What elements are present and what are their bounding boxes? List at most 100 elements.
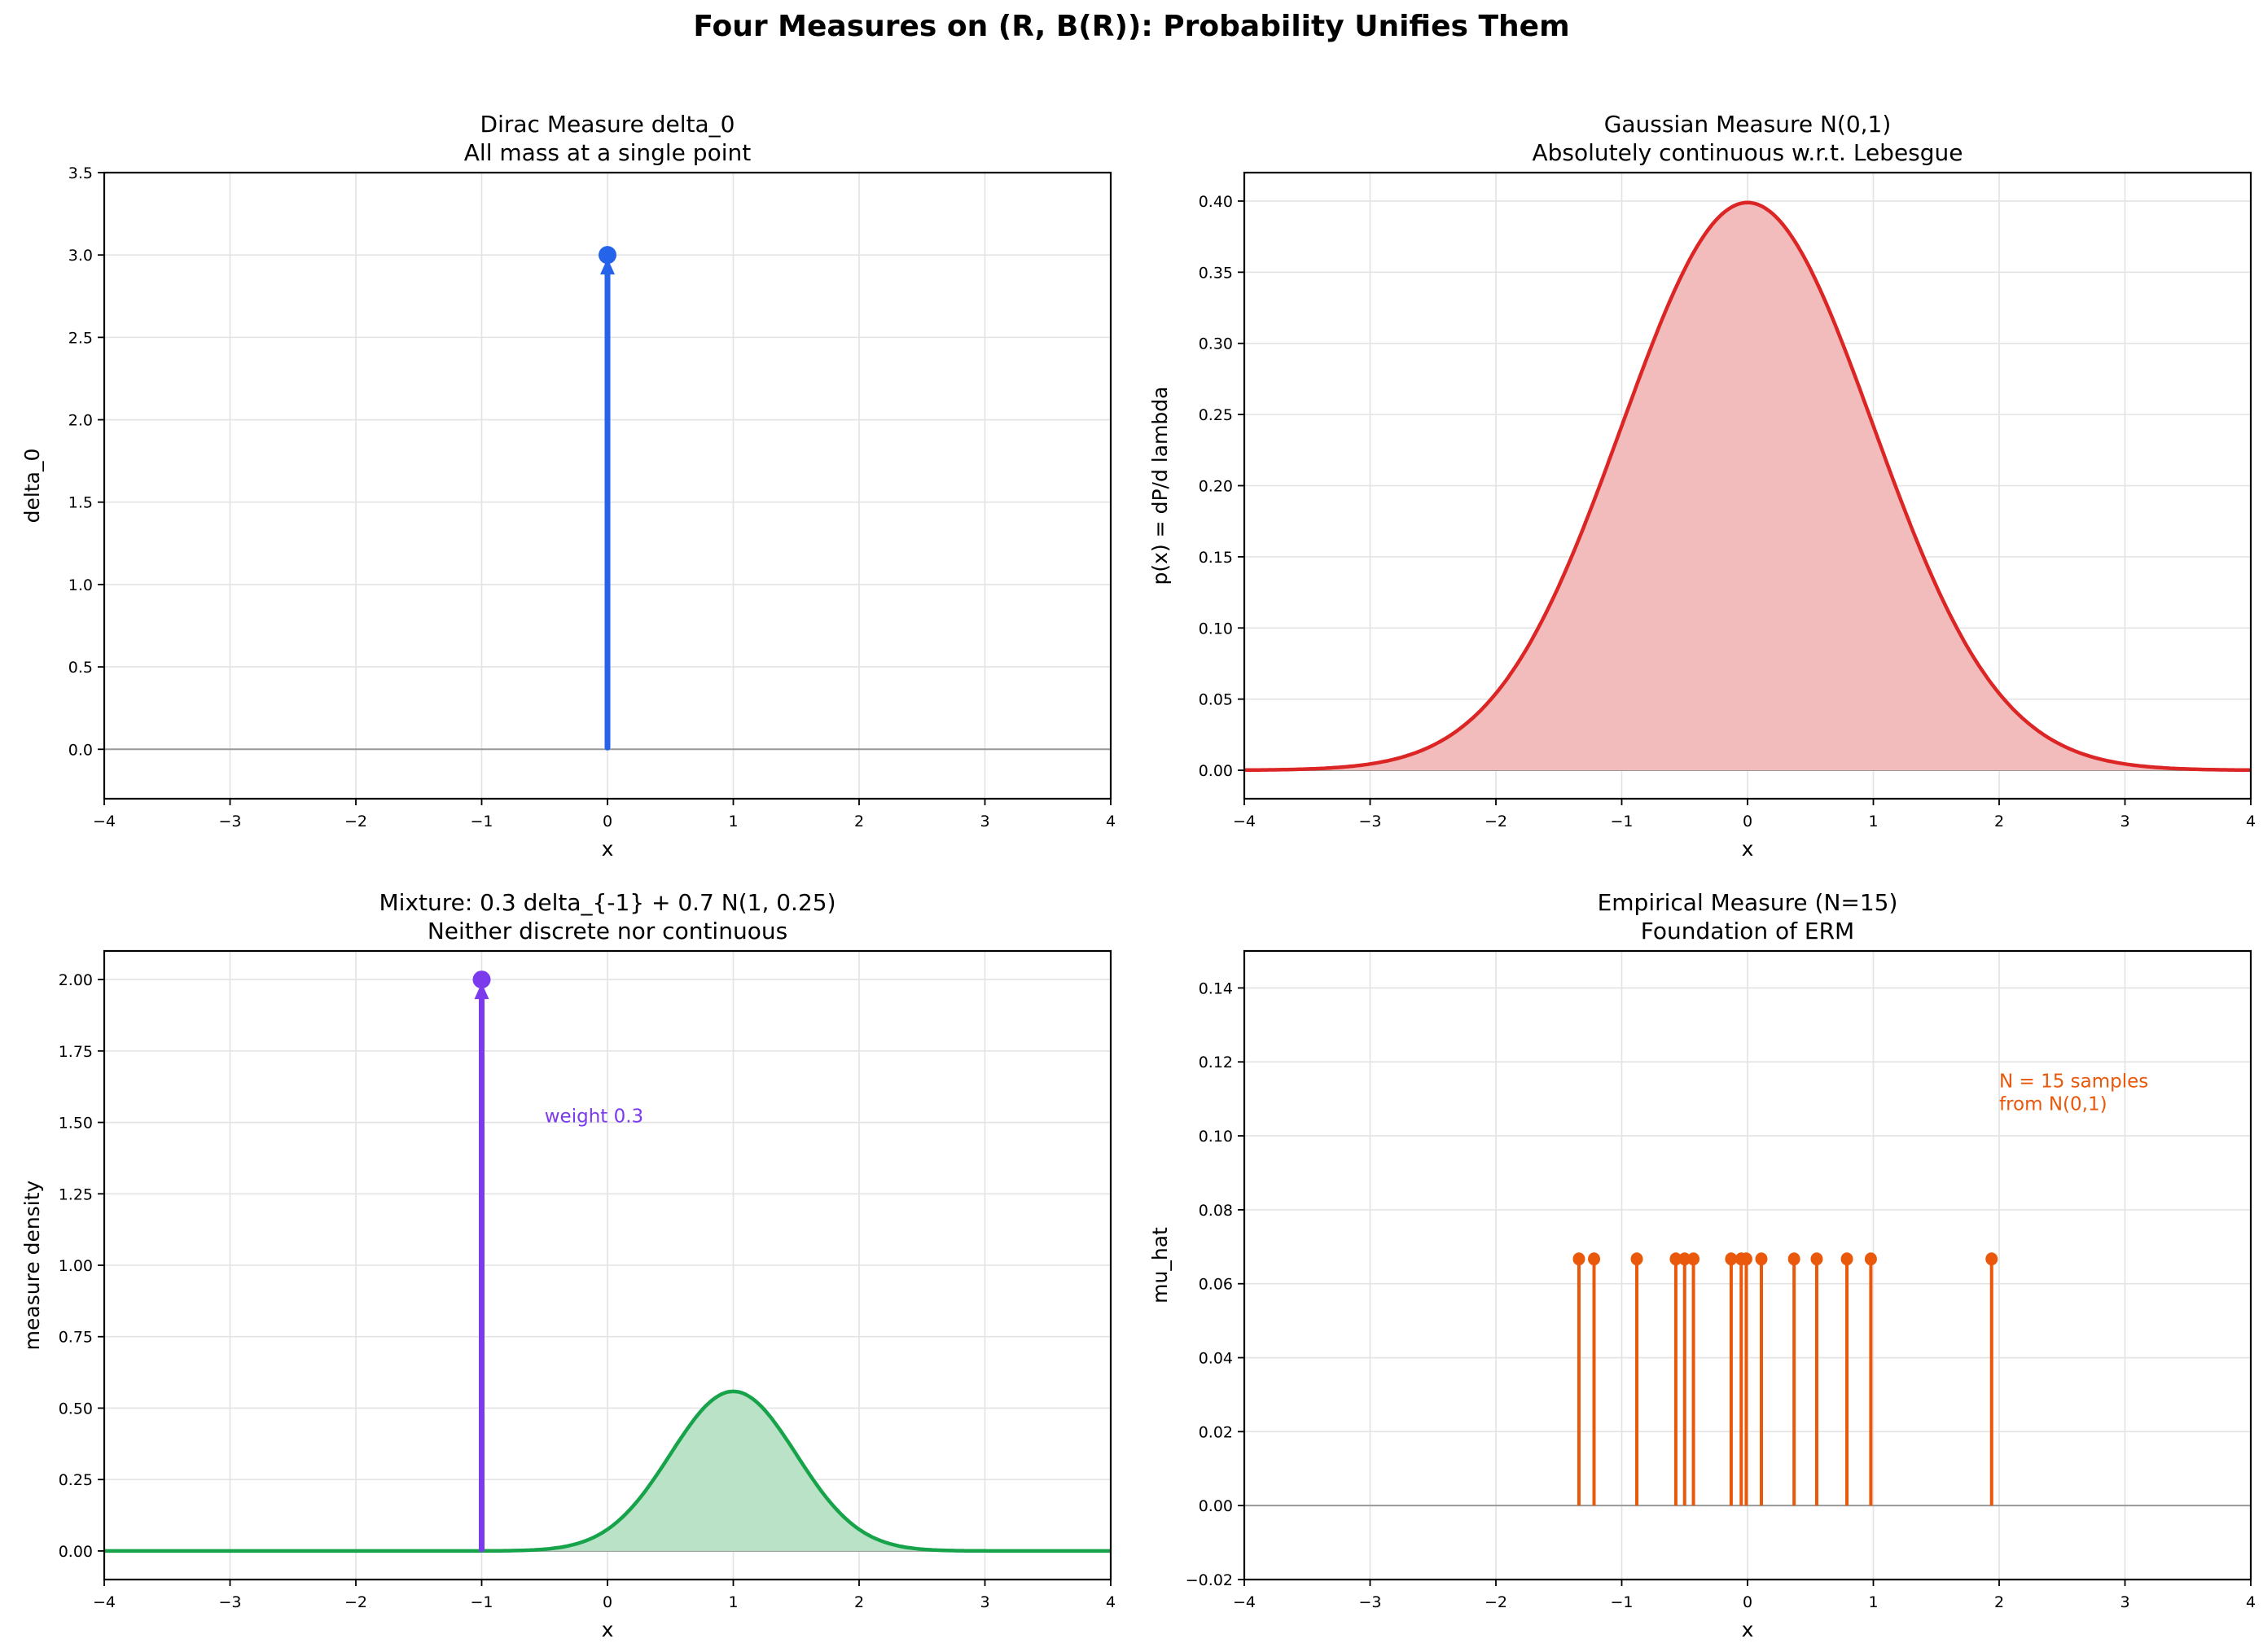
subplot-subtitle: All mass at a single point <box>464 139 751 166</box>
subplot-title: Mixture: 0.3 delta_{-1} + 0.7 N(1, 0.25) <box>379 889 835 916</box>
sample-marker <box>1669 1252 1682 1266</box>
y-tick-label: 1.00 <box>59 1257 93 1275</box>
sample-marker <box>1985 1252 1998 1266</box>
y-tick-label: 1.50 <box>59 1115 93 1133</box>
x-tick-label: −1 <box>1610 813 1633 830</box>
y-tick-label: 0.08 <box>1199 1202 1233 1220</box>
subplot-title: Gaussian Measure N(0,1) <box>1604 111 1892 138</box>
y-tick-label: 0.00 <box>59 1543 93 1561</box>
x-tick-label: −1 <box>470 813 493 830</box>
x-tick-label: −4 <box>93 813 116 830</box>
x-tick-label: 4 <box>1106 813 1116 830</box>
dirac-point-marker <box>472 971 491 989</box>
y-tick-label: 0.25 <box>59 1471 93 1489</box>
x-tick-label: −3 <box>1358 1593 1381 1611</box>
dirac-arrow-head <box>600 258 615 275</box>
x-tick-label: −4 <box>93 1593 116 1611</box>
sample-marker <box>1630 1252 1643 1266</box>
sample-marker <box>1739 1252 1752 1266</box>
x-tick-label: 1 <box>1868 813 1878 830</box>
x-tick-label: 1 <box>728 813 738 830</box>
y-tick-label: 1.75 <box>59 1043 93 1061</box>
subplot-subtitle: Foundation of ERM <box>1641 918 1854 944</box>
y-tick-label: 0.02 <box>1199 1423 1233 1441</box>
y-tick-label: 3.5 <box>68 164 93 182</box>
subplot-subtitle: Neither discrete nor continuous <box>428 918 787 944</box>
subplot-title: Empirical Measure (N=15) <box>1598 889 1898 916</box>
y-tick-label: 2.5 <box>68 329 93 347</box>
sample-marker <box>1864 1252 1877 1266</box>
x-axis-label: x <box>1742 1618 1754 1641</box>
x-tick-label: 4 <box>2246 1593 2256 1611</box>
y-tick-label: 0.35 <box>1199 264 1233 282</box>
x-tick-label: 1 <box>728 1593 738 1611</box>
x-tick-label: −3 <box>1358 813 1381 830</box>
sample-marker <box>1755 1252 1768 1266</box>
y-tick-label: 2.0 <box>68 412 93 430</box>
y-tick-label: 0.10 <box>1199 1128 1233 1146</box>
sample-marker <box>1588 1252 1601 1266</box>
density-curve <box>104 1389 1111 1553</box>
x-tick-label: −3 <box>218 1593 241 1611</box>
x-tick-label: −2 <box>344 1593 367 1611</box>
annotation-line: from N(0,1) <box>1999 1093 2107 1115</box>
y-tick-label: 0.50 <box>59 1400 93 1418</box>
y-axis-label: delta_0 <box>20 449 44 524</box>
y-axis-label: mu_hat <box>1148 1227 1172 1304</box>
density-fill <box>1244 202 2251 771</box>
x-tick-label: 0 <box>1743 1593 1752 1611</box>
sample-marker <box>1678 1252 1691 1266</box>
y-tick-label: 0.00 <box>1199 1497 1233 1515</box>
y-tick-label: 0.14 <box>1199 979 1233 997</box>
subplot-4: N = 15 samples from N(0,1) −4 −3 −2 −1 0 1 2 3 4 −0… <box>1148 889 2256 1641</box>
y-axis-label: measure density <box>20 1180 44 1350</box>
y-tick-label: 1.25 <box>59 1185 93 1203</box>
sample-marker <box>1572 1252 1585 1266</box>
x-tick-label: 2 <box>854 813 864 830</box>
figure-title: Four Measures on (R, B(R)): Probability … <box>693 10 1570 43</box>
y-tick-label: 3.0 <box>68 247 93 265</box>
y-tick-label: 0.12 <box>1199 1054 1233 1071</box>
y-tick-label: 0.40 <box>1199 193 1233 211</box>
y-tick-label: 0.30 <box>1199 335 1233 353</box>
y-tick-label: 0.75 <box>59 1329 93 1347</box>
sample-marker <box>1840 1252 1853 1266</box>
x-tick-label: 4 <box>2246 813 2256 830</box>
annotation: weight 0.3 <box>545 1106 643 1128</box>
subplot-1: −4 −3 −2 −1 0 1 2 3 4 0.0 0.5 1.0 1.5 2.0 2.5 3.0 3.5 x de… <box>20 111 1116 861</box>
x-axis-label: x <box>602 1618 614 1641</box>
y-tick-label: 0.04 <box>1199 1350 1233 1368</box>
sample-marker <box>1687 1252 1700 1266</box>
x-tick-label: −2 <box>1485 813 1507 830</box>
x-tick-label: 3 <box>2120 813 2129 830</box>
x-tick-label: 2 <box>854 1593 864 1611</box>
y-axis-label: p(x) = dP/d lambda <box>1148 387 1172 585</box>
y-tick-label: 0.15 <box>1199 549 1233 567</box>
annotation-line: weight 0.3 <box>545 1106 643 1128</box>
x-tick-label: 2 <box>1994 813 2004 830</box>
x-tick-label: 3 <box>980 1593 989 1611</box>
y-tick-label: 1.0 <box>68 576 93 594</box>
x-tick-label: 0 <box>603 813 612 830</box>
x-tick-label: −2 <box>1485 1593 1507 1611</box>
sample-marker <box>1810 1252 1823 1266</box>
x-tick-label: −1 <box>1610 1593 1633 1611</box>
sample-marker <box>1725 1252 1738 1266</box>
y-tick-label: 0.25 <box>1199 406 1233 424</box>
subplot-3: weight 0.3 −4 −3 −2 −1 0 1 2 3 4 0.00 0.25 0.50 0.75 1… <box>20 889 1116 1641</box>
sample-marker <box>1787 1252 1800 1266</box>
y-tick-label: 0.20 <box>1199 478 1233 496</box>
x-tick-label: 3 <box>980 813 989 830</box>
x-tick-label: −4 <box>1233 1593 1256 1611</box>
y-tick-label: −0.02 <box>1186 1571 1233 1589</box>
y-tick-label: 0.0 <box>68 741 93 759</box>
x-axis-label: x <box>1742 837 1754 861</box>
subplot-2: −4 −3 −2 −1 0 1 2 3 4 0.00 0.05 0.10 0.15 0.20 0.25 0.3… <box>1148 111 2256 861</box>
x-axis-label: x <box>602 837 614 861</box>
y-tick-label: 0.05 <box>1199 691 1233 709</box>
x-tick-label: −2 <box>344 813 367 830</box>
x-tick-label: 0 <box>1743 813 1752 830</box>
y-tick-label: 2.00 <box>59 971 93 989</box>
subplot-subtitle: Absolutely continuous w.r.t. Lebesgue <box>1532 139 1963 166</box>
